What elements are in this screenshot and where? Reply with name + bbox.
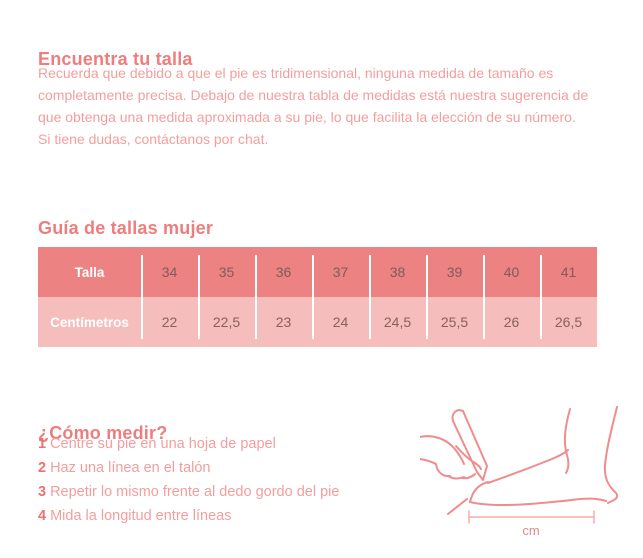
- cm-cell: 26: [503, 314, 520, 330]
- column-separator: [483, 255, 485, 339]
- step-text: Haz una línea en el talón: [50, 460, 211, 476]
- step-text: Centre su pie en una hoja de papel: [50, 436, 276, 452]
- intro-paragraph: Recuerda que debido a que el pie es trid…: [38, 62, 628, 150]
- size-cell: 39: [446, 264, 463, 280]
- measure-step: 4 Mida la longitud entre líneas: [38, 504, 339, 528]
- measure-line: [468, 510, 595, 524]
- column-separator: [255, 255, 257, 339]
- cm-cell: 25,5: [440, 314, 469, 330]
- cm-cell: 24,5: [383, 314, 412, 330]
- size-table-header-row: Talla 34 35 36 37 38 39 40 41: [38, 247, 597, 297]
- cm-cell: 22: [161, 314, 178, 330]
- cm-cell: 26,5: [554, 314, 583, 330]
- hand-drawing: [420, 435, 482, 480]
- column-separator: [198, 255, 200, 339]
- size-cell: 38: [389, 264, 406, 280]
- measure-step: 3 Repetir lo mismo frente al dedo gordo d…: [38, 480, 339, 504]
- step-text: Repetir lo mismo frente al dedo gordo de…: [50, 484, 340, 500]
- measure-step: 1 Centre su pie en una hoja de papel: [38, 432, 339, 456]
- step-number: 2: [38, 460, 47, 476]
- centimeters-row: Centímetros 22 22,5 23 24 24,5 25,5 26 2…: [38, 297, 597, 347]
- pencil-drawing: [451, 409, 488, 481]
- cm-cell: 24: [332, 314, 349, 330]
- column-separator: [540, 255, 542, 339]
- foot-drawing: [447, 406, 618, 515]
- centimeters-row-label: Centímetros: [50, 314, 129, 330]
- size-row-label: Talla: [74, 264, 105, 280]
- step-text: Mida la longitud entre líneas: [50, 508, 232, 524]
- step-number: 4: [38, 508, 47, 524]
- step-number: 1: [38, 436, 47, 452]
- measure-step: 2 Haz una línea en el talón: [38, 456, 339, 480]
- size-cell: 36: [275, 264, 292, 280]
- step-number: 3: [38, 484, 47, 500]
- intro-line: Si tiene dudas, contáctanos por chat.: [38, 131, 269, 147]
- women-size-table: Talla 34 35 36 37 38 39 40 41 Centímetro…: [38, 247, 597, 347]
- find-your-size-title: Encuentra tu talla: [38, 48, 193, 69]
- cm-label: cm: [522, 523, 539, 538]
- size-cell: 40: [503, 264, 520, 280]
- intro-line: Recuerda que debido a que el pie es trid…: [38, 65, 554, 81]
- column-separator: [426, 255, 428, 339]
- size-guide-title: Guía de tallas mujer: [38, 217, 214, 238]
- how-to-measure-title: ¿Cómo medir?: [38, 422, 168, 443]
- size-cell: 41: [560, 264, 577, 280]
- column-separator: [141, 255, 143, 339]
- measure-steps-list: 1 Centre su pie en una hoja de papel 2 Haz…: [38, 432, 339, 528]
- size-cell: 34: [161, 264, 178, 280]
- column-separator: [369, 255, 371, 339]
- cm-cell: 23: [275, 314, 292, 330]
- cm-cell: 22,5: [212, 314, 241, 330]
- column-separator: [312, 255, 314, 339]
- size-cell: 37: [332, 264, 349, 280]
- intro-line: completamente precisa. Debajo de nuestra…: [38, 87, 589, 103]
- size-cell: 35: [218, 264, 235, 280]
- foot-measurement-illustration: cm: [420, 393, 643, 553]
- intro-line: que obtenga una medida aproximada a su p…: [38, 109, 576, 125]
